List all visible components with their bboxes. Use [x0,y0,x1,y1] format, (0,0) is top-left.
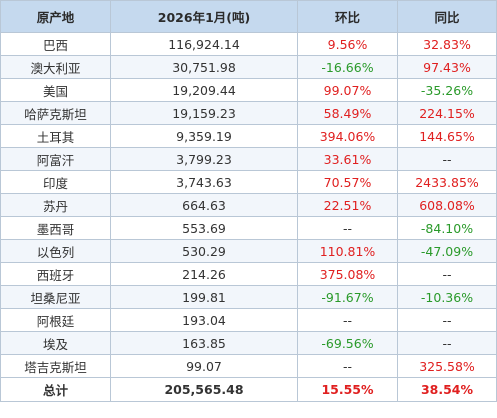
table-row: 西班牙 214.26 375.08% -- [0,262,497,286]
header-mom: 环比 [297,0,398,33]
import-origin-table: 原产地 2026年1月(吨) 环比 同比 巴西 116,924.14 9.56%… [0,0,497,402]
origin-cell: 澳大利亚 [0,55,111,79]
volume-cell: 30,751.98 [110,55,298,79]
mom-cell: -69.56% [297,331,398,355]
origin-cell: 苏丹 [0,193,111,217]
table-header: 原产地 2026年1月(吨) 环比 同比 [0,0,497,33]
volume-cell: 214.26 [110,262,298,286]
table-row: 哈萨克斯坦 19,159.23 58.49% 224.15% [0,101,497,125]
table-row: 埃及 163.85 -69.56% -- [0,331,497,355]
total-volume: 205,565.48 [110,377,298,402]
table-row: 阿富汗 3,799.23 33.61% -- [0,147,497,171]
volume-cell: 3,799.23 [110,147,298,171]
mom-cell: -16.66% [297,55,398,79]
yoy-cell: -- [397,308,497,332]
volume-cell: 664.63 [110,193,298,217]
table-row: 以色列 530.29 110.81% -47.09% [0,239,497,263]
yoy-cell: 224.15% [397,101,497,125]
volume-cell: 19,159.23 [110,101,298,125]
yoy-cell: -- [397,262,497,286]
origin-cell: 印度 [0,170,111,194]
yoy-cell: 32.83% [397,32,497,56]
table-body: 巴西 116,924.14 9.56% 32.83% 澳大利亚 30,751.9… [0,32,497,402]
mom-cell: 9.56% [297,32,398,56]
origin-cell: 美国 [0,78,111,102]
table-row: 巴西 116,924.14 9.56% 32.83% [0,32,497,56]
table-row: 土耳其 9,359.19 394.06% 144.65% [0,124,497,148]
volume-cell: 193.04 [110,308,298,332]
origin-cell: 阿根廷 [0,308,111,332]
origin-cell: 塔吉克斯坦 [0,354,111,378]
mom-cell: 22.51% [297,193,398,217]
volume-cell: 9,359.19 [110,124,298,148]
table-row: 塔吉克斯坦 99.07 -- 325.58% [0,354,497,378]
total-label: 总计 [0,377,111,402]
table-row: 印度 3,743.63 70.57% 2433.85% [0,170,497,194]
header-volume: 2026年1月(吨) [110,0,298,33]
volume-cell: 99.07 [110,354,298,378]
yoy-cell: 608.08% [397,193,497,217]
mom-cell: 394.06% [297,124,398,148]
mom-cell: 110.81% [297,239,398,263]
origin-cell: 阿富汗 [0,147,111,171]
origin-cell: 墨西哥 [0,216,111,240]
origin-cell: 以色列 [0,239,111,263]
table-row: 墨西哥 553.69 -- -84.10% [0,216,497,240]
mom-cell: 99.07% [297,78,398,102]
mom-cell: -- [297,308,398,332]
origin-cell: 埃及 [0,331,111,355]
yoy-cell: 97.43% [397,55,497,79]
origin-cell: 坦桑尼亚 [0,285,111,309]
yoy-cell: -35.26% [397,78,497,102]
mom-cell: 33.61% [297,147,398,171]
origin-cell: 土耳其 [0,124,111,148]
table-row: 阿根廷 193.04 -- -- [0,308,497,332]
volume-cell: 163.85 [110,331,298,355]
yoy-cell: -10.36% [397,285,497,309]
volume-cell: 3,743.63 [110,170,298,194]
volume-cell: 116,924.14 [110,32,298,56]
yoy-cell: -- [397,147,497,171]
mom-cell: -- [297,216,398,240]
origin-cell: 西班牙 [0,262,111,286]
origin-cell: 哈萨克斯坦 [0,101,111,125]
header-yoy: 同比 [397,0,497,33]
mom-cell: 58.49% [297,101,398,125]
yoy-cell: 2433.85% [397,170,497,194]
table-row: 美国 19,209.44 99.07% -35.26% [0,78,497,102]
volume-cell: 530.29 [110,239,298,263]
mom-cell: -91.67% [297,285,398,309]
yoy-cell: -- [397,331,497,355]
header-row: 原产地 2026年1月(吨) 环比 同比 [0,0,497,33]
volume-cell: 553.69 [110,216,298,240]
total-row: 总计 205,565.48 15.55% 38.54% [0,377,497,402]
yoy-cell: -84.10% [397,216,497,240]
header-origin: 原产地 [0,0,111,33]
mom-cell: 375.08% [297,262,398,286]
yoy-cell: -47.09% [397,239,497,263]
table-row: 苏丹 664.63 22.51% 608.08% [0,193,497,217]
yoy-cell: 325.58% [397,354,497,378]
total-yoy: 38.54% [397,377,497,402]
volume-cell: 199.81 [110,285,298,309]
total-mom: 15.55% [297,377,398,402]
volume-cell: 19,209.44 [110,78,298,102]
yoy-cell: 144.65% [397,124,497,148]
origin-cell: 巴西 [0,32,111,56]
table-row: 澳大利亚 30,751.98 -16.66% 97.43% [0,55,497,79]
table-row: 坦桑尼亚 199.81 -91.67% -10.36% [0,285,497,309]
mom-cell: 70.57% [297,170,398,194]
mom-cell: -- [297,354,398,378]
